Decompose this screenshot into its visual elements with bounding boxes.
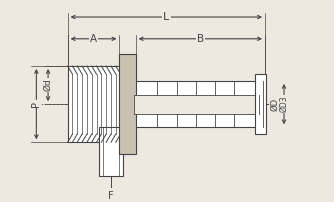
Text: F: F [109,191,114,201]
Text: Ød: Ød [43,79,52,92]
Bar [119,54,136,155]
Text: ØD: ØD [270,98,279,111]
Text: ØD3: ØD3 [280,96,289,113]
Bar [119,54,136,155]
Text: A: A [90,34,97,44]
Text: B: B [197,34,204,44]
Bar [68,66,130,142]
Bar [134,95,265,114]
Bar [256,74,266,134]
Text: L: L [163,12,169,22]
Bar [99,127,124,176]
Bar [134,81,265,127]
Text: P: P [31,101,41,107]
